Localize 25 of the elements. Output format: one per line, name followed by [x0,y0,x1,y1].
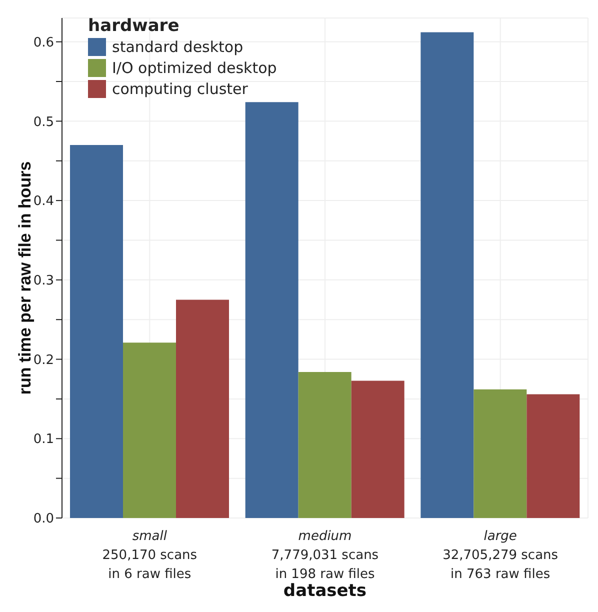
bar [70,144,123,518]
y-tick-label: 0.5 [33,114,54,130]
y-tick-label: 0.4 [33,194,54,210]
x-tick-label: large 32,705,279 scans in 763 raw files [442,529,558,582]
x-axis-title: datasets [283,581,367,601]
bar [123,342,176,518]
bar [176,300,229,518]
y-tick-label: 0.0 [33,512,54,527]
x-tick-label: medium 7,779,031 scans in 198 raw files [271,529,379,582]
bar [526,394,580,518]
y-tick-label: 0.1 [33,432,54,448]
bar [420,32,474,518]
legend-label: standard desktop [112,38,244,56]
bar [474,389,527,518]
y-tick-label: 0.3 [33,274,54,289]
bar [298,372,352,518]
y-tick-label: 0.2 [33,352,54,368]
legend-label: computing cluster [112,80,248,98]
bar [245,102,298,518]
legend-label: I/O optimized desktop [112,58,277,76]
y-tick-label: 0.6 [33,35,54,50]
y-axis-title: run time per raw file in hours [15,161,34,395]
x-tick-label: small 250,170 scans in 6 raw files [102,529,198,582]
bar [351,380,404,518]
legend-title: hardware [88,16,180,36]
